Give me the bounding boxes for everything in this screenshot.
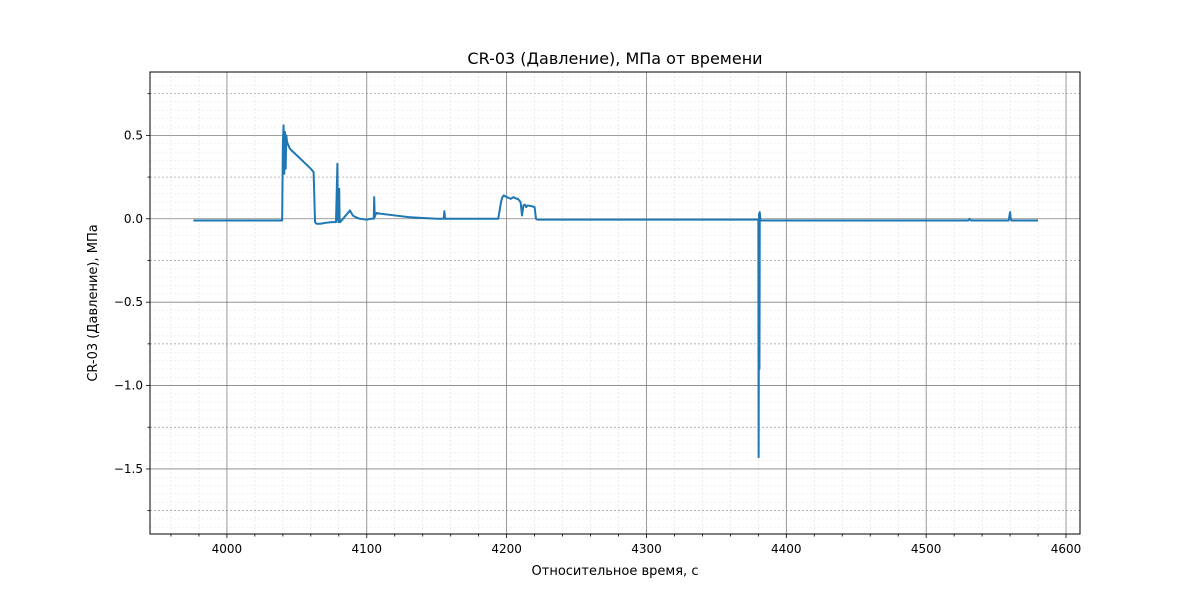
y-tick-label: −1.0	[114, 379, 143, 393]
y-tick-label: 0.5	[124, 128, 143, 142]
chart-title: CR-03 (Давление), МПа от времени	[467, 49, 762, 68]
x-tick-label: 4500	[911, 542, 942, 556]
grid	[150, 72, 1080, 534]
x-tick-label: 4400	[771, 542, 802, 556]
y-axis-title: CR-03 (Давление), МПа	[86, 224, 101, 381]
y-tick-label: −1.5	[114, 462, 143, 476]
x-tick-label: 4100	[351, 542, 382, 556]
y-tick-label: −0.5	[114, 295, 143, 309]
x-axis-title: Относительное время, с	[532, 564, 699, 579]
x-tick-label: 4200	[491, 542, 522, 556]
series-line	[193, 124, 1039, 459]
plot-frame	[149, 71, 1081, 535]
y-tick-label: 0.0	[124, 212, 143, 226]
x-tick-label: 4600	[1051, 542, 1082, 556]
x-tick-label: 4000	[212, 542, 243, 556]
x-tick-label: 4300	[631, 542, 662, 556]
axes-ticks: 4000 4100 4200 4300 4400 4500 4600 0.5 0.0 −0.5 −1…	[114, 93, 1082, 556]
